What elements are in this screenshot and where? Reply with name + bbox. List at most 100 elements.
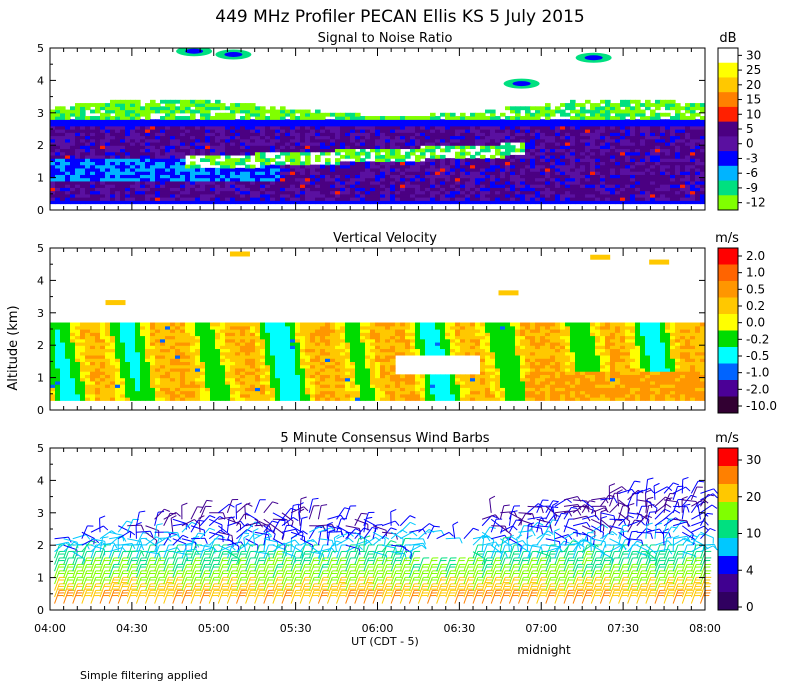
snr-cell [500,167,506,172]
snr-cell [395,132,401,137]
snr-cell [65,135,71,140]
snr-cell [180,99,186,104]
snr-cell [435,132,441,137]
snr-cell [555,148,561,153]
snr-cell [195,103,201,107]
snr-cell [95,200,101,205]
snr-cell [520,122,526,127]
colorbar-swatch [718,151,738,167]
snr-cell [525,171,531,175]
snr-cell [385,151,391,156]
snr-cell [245,106,251,111]
snr-cell [515,154,521,159]
snr-cell [400,138,406,143]
vv-cell [65,322,71,327]
snr-cell [285,145,291,150]
snr-cell [215,174,221,179]
snr-cell [500,151,506,156]
snr-cell [295,151,301,156]
snr-cell [70,141,76,146]
snr-cell [255,125,261,130]
snr-cell [60,106,66,111]
snr-cell [225,151,231,156]
snr-cell [525,116,531,120]
snr-cell [360,138,366,143]
snr-cell [95,122,101,127]
snr-cell [170,129,176,133]
snr-cell [450,138,456,143]
snr-cell [85,119,91,124]
snr-cell [225,106,231,111]
snr-cell [345,112,351,117]
snr-cell [85,180,91,185]
snr-cell [115,106,121,111]
snr-cell [270,174,276,179]
snr-cell [210,184,216,188]
snr-cell [395,190,401,195]
snr-cell [230,161,236,166]
snr-cell [295,116,301,120]
snr-cell [135,151,141,156]
snr-cell [565,174,571,179]
snr-cell [135,116,141,120]
snr-cell [295,135,301,140]
snr-cell [595,103,601,107]
colorbar-swatch [718,92,738,108]
snr-cell [340,174,346,179]
snr-cell [285,197,291,201]
snr-cell [220,164,226,169]
snr-cell [695,119,701,124]
snr-cell [250,141,256,146]
vv-cell [135,322,141,327]
snr-cell [355,119,361,124]
vv-cell [235,322,241,327]
snr-cell [515,171,521,175]
snr-cell [70,167,76,172]
snr-cell [525,129,531,133]
snr-cell [430,112,436,117]
snr-cell [145,200,151,205]
snr-cell [275,119,281,124]
snr-cell [95,106,101,111]
snr-cell [155,132,161,137]
snr-cell [470,116,476,120]
snr-cell [125,119,131,124]
snr-cell [140,154,146,159]
snr-cell [370,122,376,127]
snr-cell [195,200,201,205]
snr-cell [330,193,336,198]
snr-cell [395,135,401,140]
snr-cell [560,103,566,107]
vv-cell [270,322,276,327]
snr-cell [455,177,461,182]
snr-cell [315,154,321,159]
snr-cell [105,180,111,185]
snr-cell [420,135,426,140]
snr-cell [285,138,291,143]
snr-cell [565,184,571,188]
snr-cell [280,184,286,188]
snr-cell [155,138,161,143]
snr-cell [390,141,396,146]
snr-cell [390,197,396,201]
snr-cell [635,119,641,124]
snr-cell [270,148,276,153]
snr-cell [125,154,131,159]
snr-cell [520,154,526,159]
snr-cell [405,138,411,143]
snr-cell [210,145,216,150]
snr-cell [120,138,126,143]
snr-cell [530,141,536,146]
footnote: Simple filtering applied [80,669,208,682]
snr-cell [260,167,266,172]
snr-cell [570,167,576,172]
snr-cell [490,125,496,130]
snr-cell [310,145,316,150]
snr-cell [295,158,301,162]
snr-cell [260,180,266,185]
snr-cell [465,145,471,150]
snr-cell [540,148,546,153]
snr-cell [180,193,186,198]
snr-cell [85,184,91,188]
